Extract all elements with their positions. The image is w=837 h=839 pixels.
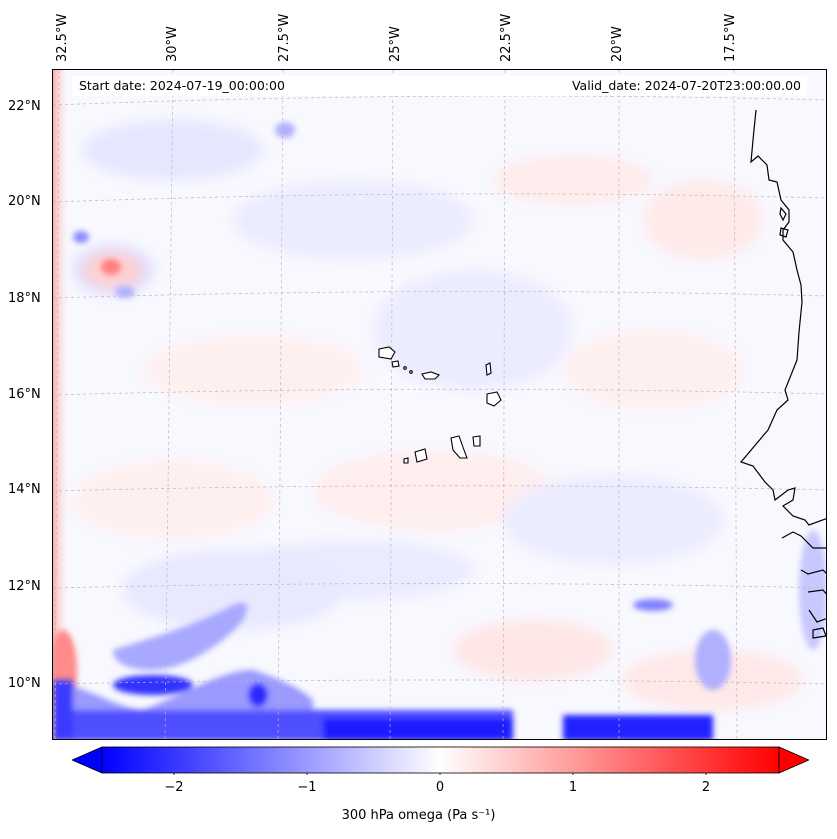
- colorbar-tick-label: 2: [701, 780, 711, 795]
- southern-descent-band: [53, 602, 713, 739]
- colorbar-ramp: [101, 746, 780, 774]
- lat-label-12n: 12°N: [8, 579, 41, 594]
- colorbar-ticks: [173, 773, 707, 775]
- colorbar-max-extend: [778, 746, 809, 774]
- fogo-island: [414, 448, 428, 463]
- lon-label-20w: 20°W: [610, 26, 625, 62]
- lon-label-32.5w: 32.5°W: [55, 13, 70, 62]
- lat-label-20n: 20°N: [8, 194, 41, 209]
- maio-island: [472, 435, 481, 447]
- lat-label-10n: 10°N: [8, 676, 41, 691]
- cape-verde-islands: [378, 346, 502, 464]
- colorbar-label: 300 hPa omega (Pa s⁻¹): [0, 808, 837, 823]
- lat-label-22n: 22°N: [8, 99, 41, 114]
- coastlines: [739, 109, 826, 639]
- info-bar: Start date: 2024-07-19_00:00:00 Valid_da…: [72, 76, 807, 96]
- sal-island: [485, 362, 492, 376]
- colorbar-tick-label: −1: [297, 780, 317, 795]
- santo-antao-island: [378, 346, 396, 360]
- colorbar-units: (Pa s⁻¹): [447, 808, 496, 823]
- lon-label-30w: 30°W: [165, 26, 180, 62]
- lat-label-16n: 16°N: [8, 387, 41, 402]
- omega-field-map: [53, 70, 826, 739]
- omega-patches: [73, 120, 803, 710]
- lon-label-25w: 25°W: [388, 26, 403, 62]
- africa-coastline: [739, 109, 826, 526]
- colorbar-tick-label: −2: [164, 780, 184, 795]
- sao-nicolau-island: [421, 371, 440, 380]
- colorbar: [72, 746, 809, 775]
- colorbar-tick-label: 1: [568, 780, 578, 795]
- lat-label-18n: 18°N: [8, 291, 41, 306]
- colorbar-min-extend: [72, 746, 103, 774]
- colorbar-variable: 300 hPa omega: [341, 808, 443, 823]
- boa-vista-island: [486, 391, 502, 407]
- graticule: [53, 70, 826, 739]
- lon-label-27.5w: 27.5°W: [277, 13, 292, 62]
- santiago-island: [450, 435, 468, 459]
- valid-date-label: Valid_date: 2024-07-20T23:00:00.00: [571, 78, 801, 93]
- brava-island: [403, 457, 409, 464]
- map-frame[interactable]: [52, 69, 827, 740]
- sao-vicente-island: [391, 360, 400, 368]
- start-date-label: Start date: 2024-07-19_00:00:00: [79, 78, 285, 93]
- left-edge-band: [53, 70, 71, 739]
- lon-label-17.5w: 17.5°W: [723, 13, 738, 62]
- lon-label-22.5w: 22.5°W: [499, 13, 514, 62]
- colorbar-tick-label: 0: [435, 780, 445, 795]
- lat-label-14n: 14°N: [8, 482, 41, 497]
